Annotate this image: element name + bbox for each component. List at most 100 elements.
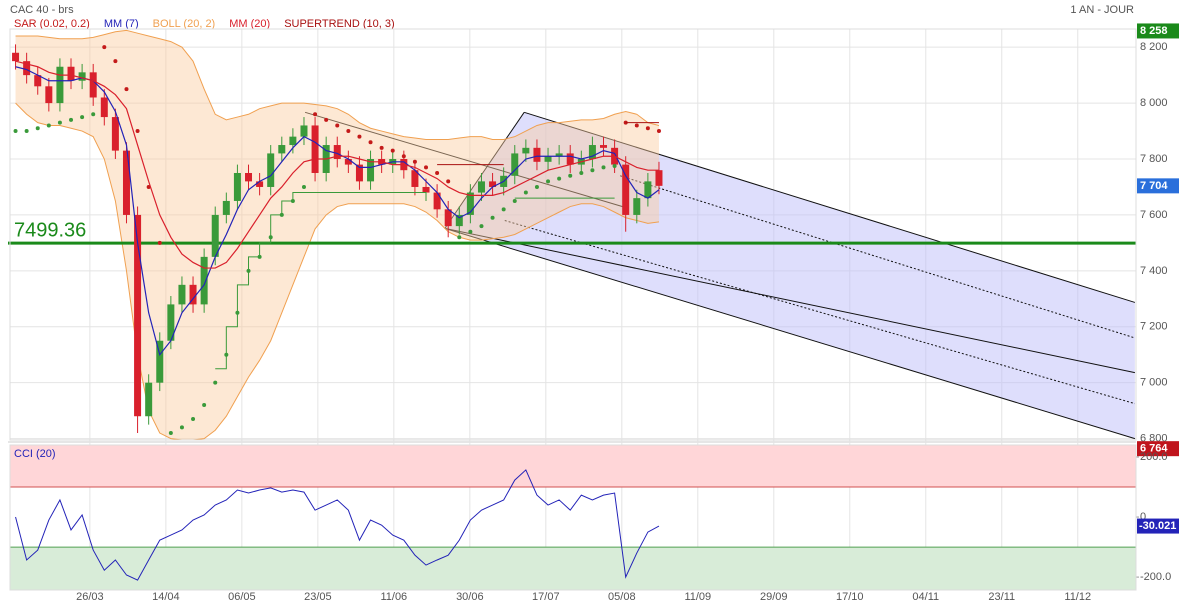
sar-dot [501, 207, 506, 212]
candle-body [156, 340, 164, 383]
cci-frame [9, 444, 1137, 591]
candle-body [555, 153, 563, 157]
legend-entry: SUPERTREND (10, 3) [284, 18, 394, 30]
chart-title: CAC 40 - brs [10, 4, 74, 16]
price-marker-label: 8 258 [1140, 25, 1168, 37]
pitchfork-line [304, 111, 626, 208]
candle-body [533, 147, 541, 162]
sar-dot [634, 123, 639, 128]
candle-body [655, 170, 663, 186]
sar-dot [401, 154, 406, 159]
x-tick-label: 06/05 [228, 591, 256, 603]
x-tick-label: 26/03 [76, 591, 104, 603]
sar-dot [557, 176, 562, 181]
level-label: 7499.36 [14, 219, 86, 241]
sar-dot [568, 173, 573, 178]
x-tick-label: 23/11 [988, 591, 1015, 603]
candle-body [289, 136, 297, 146]
y-tick-label: 200.0 [1140, 451, 1168, 463]
sar-dot [335, 123, 340, 128]
candle-body [89, 72, 97, 98]
candle-body [278, 145, 286, 154]
candle-body [23, 61, 31, 76]
sar-dot [301, 184, 306, 189]
sar-dot [24, 129, 29, 134]
price-marker-label: 7 704 [1140, 180, 1168, 192]
sar-dot [157, 240, 162, 245]
candle-body [489, 181, 497, 187]
candle-body [67, 66, 75, 81]
sar-dot [13, 129, 18, 134]
candle-body [644, 181, 652, 199]
sar-dot [80, 115, 85, 120]
last-value-marker [1137, 518, 1179, 534]
candle-body [267, 153, 275, 187]
y-tick-label: 7 600 [1140, 209, 1168, 221]
plot-frame [9, 28, 1137, 441]
cci-line [15, 469, 660, 581]
sar-dot [69, 117, 74, 122]
sar-dot [490, 215, 495, 220]
x-tick-label: 04/11 [912, 591, 939, 603]
sar-dot [102, 45, 107, 50]
y-tick-label: 7 400 [1140, 265, 1168, 277]
bollinger-line [15, 102, 660, 441]
x-tick-label: 14/04 [152, 591, 180, 603]
sar-dot [202, 403, 207, 408]
candle-body [622, 164, 630, 215]
candle-body [256, 181, 264, 187]
price-marker [1137, 23, 1179, 39]
sar-dot [546, 179, 551, 184]
supertrend-line [215, 192, 427, 370]
candle-body [12, 52, 20, 62]
pitchfork-area [444, 112, 1135, 439]
candle-body [344, 159, 352, 165]
y-tick-label: 7 800 [1140, 153, 1168, 165]
sar-dot [179, 425, 184, 430]
x-tick-label: 29/09 [760, 591, 788, 603]
price-marker [1137, 178, 1179, 194]
candle-body [34, 75, 42, 87]
pitchfork-line [524, 111, 1136, 303]
candle-body [222, 200, 230, 215]
sar-dot [357, 134, 362, 139]
sar-dot [324, 117, 329, 122]
candle-body [211, 214, 219, 257]
sar-dot [46, 123, 51, 128]
sar-dot [656, 129, 661, 134]
candle-body [134, 214, 142, 417]
candle-body [145, 382, 153, 417]
candle-body [477, 181, 485, 193]
candle-body [600, 145, 608, 148]
last-value-label: -30.021 [1139, 520, 1176, 532]
sar-dot [57, 120, 62, 125]
sar-dot [379, 145, 384, 150]
sar-dot [534, 184, 539, 189]
candle-body [411, 170, 419, 187]
candle-body [333, 145, 341, 160]
sar-dot [135, 129, 140, 134]
candle-body [511, 153, 519, 176]
candle-body [422, 186, 430, 193]
pitchfork-line [444, 112, 525, 229]
bollinger-area [15, 30, 659, 441]
candle-body [178, 284, 186, 305]
y-tick-label: 7 000 [1140, 377, 1168, 389]
pitchfork-line [504, 220, 1136, 405]
candle-body [455, 214, 463, 227]
sar-dot [35, 126, 40, 131]
x-tick-label: 17/07 [532, 591, 560, 603]
sar-dot [579, 170, 584, 175]
x-tick-label: 17/10 [836, 591, 864, 603]
sar-dot [612, 164, 617, 168]
sar-dot [191, 417, 196, 422]
sar-dot [512, 198, 517, 203]
legend-entry: MM (7) [104, 18, 139, 30]
candle-body [433, 192, 441, 210]
sar-dot [435, 170, 440, 175]
candle-body [566, 153, 574, 165]
pitchfork-line [619, 175, 1136, 339]
pitchfork-line [444, 227, 1135, 374]
